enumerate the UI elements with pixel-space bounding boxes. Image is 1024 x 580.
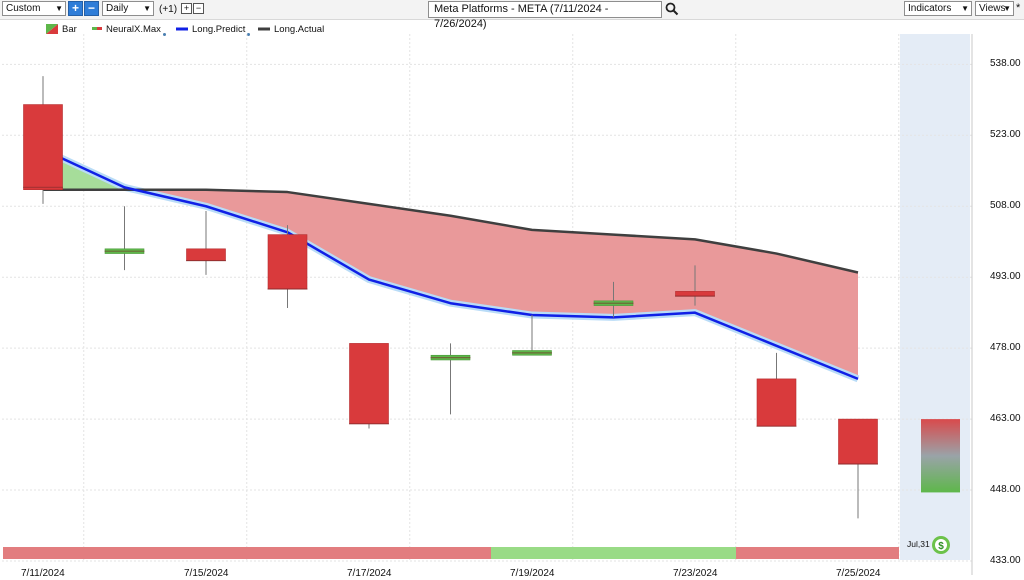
- indicators-dropdown[interactable]: Indicators ▼: [904, 1, 972, 16]
- add-button[interactable]: +: [68, 1, 83, 16]
- y-tick-label: 523.00: [990, 129, 1021, 141]
- candle-body: [838, 418, 878, 465]
- y-tick-label: 538.00: [990, 58, 1021, 70]
- signal-band-segment: [735, 547, 899, 559]
- x-tick-label: 7/11/2024: [21, 568, 65, 579]
- legend-bar-label: Bar: [62, 24, 77, 35]
- x-tick-label: 7/17/2024: [347, 568, 392, 579]
- legend-bar: Bar: [46, 24, 77, 36]
- chart-toolbar: Custom ▼ + − Daily ▼ (+1) + − Meta Platf…: [0, 0, 1024, 30]
- interval-dropdown[interactable]: Daily ▼: [102, 1, 154, 16]
- legend-dot: [162, 33, 166, 36]
- dollar-icon: $: [932, 536, 950, 554]
- views-dropdown[interactable]: Views ▼: [975, 1, 1014, 16]
- y-tick-label: 448.00: [990, 484, 1021, 496]
- candle-body: [186, 248, 226, 261]
- actual-legend-icon: [258, 27, 270, 31]
- minus-icon: −: [87, 1, 95, 15]
- candle-body: [349, 343, 389, 425]
- prediction-gap-fill-up: [43, 149, 135, 190]
- pin-icon[interactable]: *: [1016, 2, 1021, 14]
- prediction-gap-fill-down: [134, 189, 858, 379]
- legend-dot: [247, 33, 251, 36]
- plus-icon: +: [183, 3, 190, 13]
- svg-text:$: $: [938, 541, 944, 552]
- y-tick-label: 478.00: [990, 342, 1021, 354]
- predict-legend-icon: [176, 27, 188, 31]
- views-label: Views: [979, 3, 1006, 14]
- x-tick-label: 7/25/2024: [836, 568, 881, 579]
- legend-neural: NeuralX.Max: [92, 24, 166, 36]
- search-button[interactable]: [665, 2, 679, 19]
- signal-band-segment: [3, 547, 492, 559]
- symbol-title-field[interactable]: Meta Platforms - META (7/11/2024 - 7/26/…: [428, 1, 662, 30]
- chevron-down-icon: ▼: [1003, 4, 1011, 13]
- offset-label: (+1): [159, 4, 178, 15]
- range-dropdown[interactable]: Custom ▼: [2, 1, 66, 16]
- indicators-label: Indicators: [908, 3, 952, 14]
- minus-icon: −: [195, 3, 202, 13]
- future-candle: [921, 419, 960, 493]
- neural-legend-icon: [92, 27, 102, 31]
- x-tick-label: 7/19/2024: [510, 568, 555, 579]
- offset-minus-button[interactable]: −: [193, 3, 204, 14]
- long-predict-line: [42, 148, 859, 381]
- candle-body: [267, 234, 308, 290]
- legend-neural-label: NeuralX.Max: [106, 24, 161, 35]
- chevron-down-icon: ▼: [961, 4, 969, 13]
- long-actual-line: [43, 188, 859, 274]
- x-tick-label: 7/23/2024: [673, 568, 718, 579]
- candle-body: [675, 291, 715, 297]
- legend-predict-label: Long.Predict: [192, 24, 246, 35]
- x-tick-label: 7/15/2024: [184, 568, 229, 579]
- y-tick-label: 433.00: [990, 555, 1021, 566]
- y-tick-label: 508.00: [990, 200, 1021, 212]
- range-dropdown-value: Custom: [6, 3, 41, 14]
- dollar-badge[interactable]: $: [931, 535, 951, 558]
- offset-plus-button[interactable]: +: [181, 3, 192, 14]
- y-tick-label: 493.00: [990, 271, 1021, 283]
- candle-body: [756, 378, 797, 427]
- plus-icon: +: [71, 1, 79, 15]
- legend-actual-label: Long.Actual: [274, 24, 325, 35]
- legend-actual: Long.Actual: [258, 24, 324, 36]
- legend-predict: Long.Predict: [176, 24, 251, 36]
- candle-body: [23, 104, 63, 190]
- chevron-down-icon: ▼: [55, 4, 63, 13]
- interval-dropdown-value: Daily: [106, 3, 129, 14]
- chevron-down-icon: ▼: [143, 4, 151, 13]
- search-icon: [665, 2, 679, 16]
- future-date-label: Jul,31: [907, 539, 930, 549]
- y-tick-label: 463.00: [990, 413, 1021, 425]
- remove-button[interactable]: −: [84, 1, 99, 16]
- signal-band-segment: [491, 547, 736, 559]
- symbol-title: Meta Platforms - META (7/11/2024 - 7/26/…: [434, 3, 609, 30]
- bar-legend-icon: [46, 24, 58, 35]
